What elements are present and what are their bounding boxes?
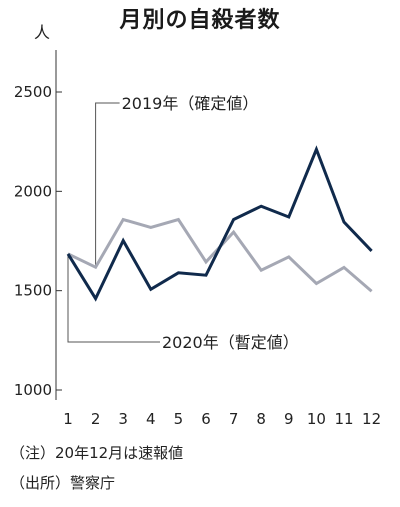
- x-axis-ticks: 1 2 3 4 5 6 7 8 9 10 11 12: [63, 410, 381, 428]
- annotation-2020: 2020年（暫定値）: [162, 333, 299, 352]
- x-tick-label: 7: [229, 410, 239, 428]
- y-tick-label: 1000: [14, 381, 52, 399]
- source-note: （出所）警察庁: [10, 474, 116, 492]
- series-line-2020: [66, 145, 373, 302]
- x-tick-label: 5: [174, 410, 184, 428]
- x-tick-label: 11: [334, 410, 353, 428]
- series-lines: [66, 145, 373, 302]
- y-axis-unit-label: 人: [34, 23, 50, 42]
- x-tick-label: 1: [63, 410, 73, 428]
- annotation-2019: 2019年（確定値）: [122, 94, 259, 113]
- x-tick-label: 3: [118, 410, 128, 428]
- x-tick-label: 6: [201, 410, 211, 428]
- footnote: （注）20年12月は速報値: [10, 444, 184, 462]
- x-tick-label: 9: [284, 410, 294, 428]
- series-line-2019: [67, 217, 373, 293]
- chart-title: 月別の自殺者数: [119, 8, 281, 33]
- y-tick-label: 2000: [14, 182, 52, 200]
- x-tick-label: 10: [307, 410, 326, 428]
- x-tick-label: 2: [91, 410, 101, 428]
- x-tick-label: 12: [362, 410, 381, 428]
- y-tick-label: 2500: [14, 83, 52, 101]
- y-axis-ticks: 1000 1500 2000 2500: [14, 83, 62, 399]
- x-tick-label: 4: [146, 410, 156, 428]
- leader-line-2019: [95, 102, 120, 268]
- series-annotations: 2019年（確定値） 2020年（暫定値）: [122, 94, 299, 352]
- x-tick-label: 8: [256, 410, 266, 428]
- leader-line-2020: [67, 253, 160, 343]
- annotation-leader-lines: [67, 102, 160, 343]
- y-tick-label: 1500: [14, 282, 52, 300]
